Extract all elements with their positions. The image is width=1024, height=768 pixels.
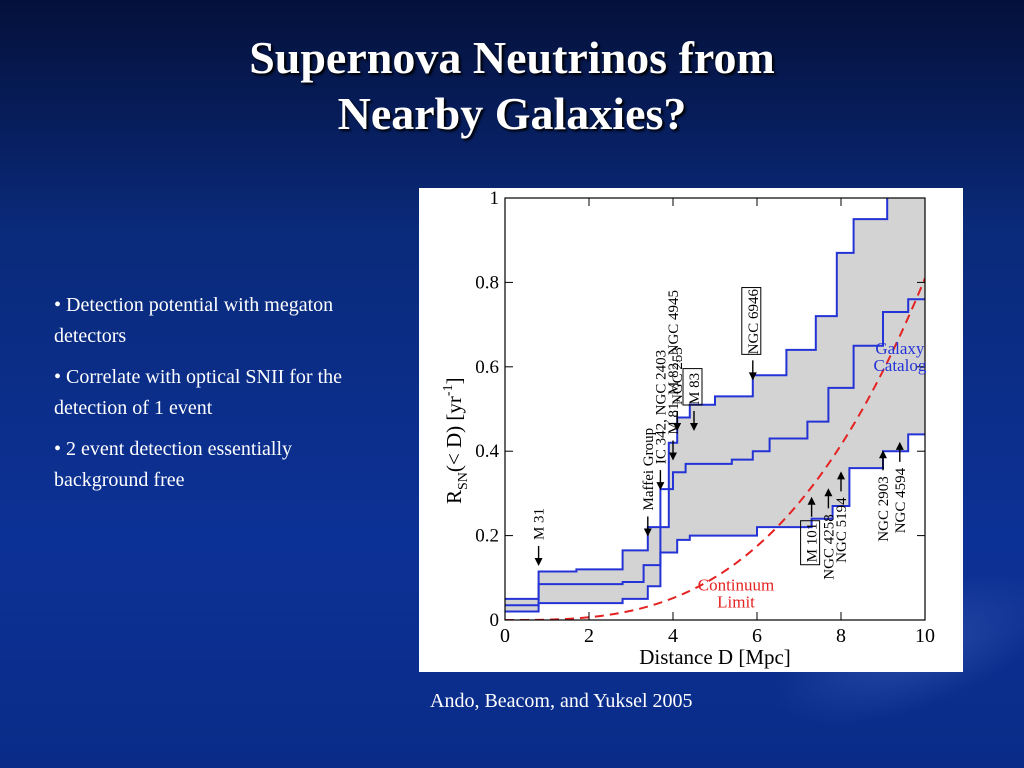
galaxy-label-box [682,368,703,406]
galaxy-annotation: M 83 [682,368,703,431]
galaxy-arrowhead [669,452,677,461]
galaxy-annotation: NGC 253 [670,347,686,431]
galaxy-annotation: IC 342, NGC 2403 [653,350,669,491]
continuum-limit-label: Limit [717,592,755,611]
galaxy-annotation: NGC 6946 [741,287,762,381]
series-line-middle [505,298,925,607]
galaxy-label: IC 342, NGC 2403 [653,350,669,464]
title-line-1: Supernova Neutrinos from [249,32,775,83]
plot-frame [504,197,926,621]
galaxy-annotation: M 101 [800,496,821,566]
y-axis-label-part: (< D) [yr [442,396,466,472]
x-axis-label: Distance D [Mpc] [639,645,791,669]
galaxy-annotation: NGC 4258 [821,488,837,580]
galaxy-annotation: Maffei Group [641,428,657,537]
galaxy-label: NGC 4594 [893,467,909,533]
bullet-list: • Detection potential with megaton detec… [54,290,374,506]
galaxy-label: NGC 2903 [876,476,892,541]
galaxy-label: NGC 253 [670,347,686,405]
title-line-2: Nearby Galaxies? [337,88,687,139]
galaxy-annotation: NGC 4594 [893,441,909,533]
x-tick-label: 8 [836,625,846,647]
chart-svg: 0 2 4 6 8 10 0 0.2 0.4 0.6 0.8 1 Distance D [Mpc] RSN… [441,188,935,669]
y-tick-label: 0.6 [475,357,499,378]
chart-figure: 0 2 4 6 8 10 0 0.2 0.4 0.6 0.8 1 Distance D [Mpc] RSN… [419,188,963,672]
galaxy-catalog-label: Catalog [873,356,926,375]
bullet-item: • 2 event detection essentially backgrou… [54,438,293,491]
series-line-lower [505,433,925,613]
bullet-item: • Detection potential with megaton detec… [54,294,334,347]
galaxy-label: M 31 [532,508,548,540]
galaxy-label-box [741,287,762,355]
galaxy-label: NGC 4258 [821,514,837,579]
galaxy-arrowhead [748,372,757,381]
galaxy-arrowhead [690,423,698,431]
galaxy-annotation: M 31 [532,508,548,567]
x-tick-label: 2 [584,625,594,647]
galaxy-arrowhead [534,558,543,567]
galaxy-arrowhead [656,482,665,491]
galaxy-catalog-label: Galaxy [875,339,925,358]
y-axis-label-part: R [442,490,466,504]
y-axis-label-part: SN [456,472,471,490]
galaxy-arrowhead [895,441,904,450]
x-tick-label: 10 [915,625,935,647]
y-axis-label: RSN(< D) [yr-1] [441,377,471,504]
y-tick-label: 0.2 [475,526,499,547]
galaxy-label-box [800,520,821,566]
galaxy-arrowhead [879,450,887,459]
x-tick-label: 6 [752,625,762,647]
bullet-item: • Correlate with optical SNII for the de… [54,366,343,419]
x-tick-label: 0 [500,625,510,647]
galaxy-arrowhead [837,471,845,480]
galaxy-label: M 83 [687,373,703,405]
y-tick-label: 0.8 [475,272,499,293]
y-tick-label: 0.4 [475,441,499,462]
galaxy-label: M 81, M 82, NGC 4945 [666,290,682,435]
x-tick-label: 4 [668,625,678,647]
galaxy-annotation: NGC 2903 [876,450,892,542]
y-tick-label: 0 [490,610,500,631]
galaxy-label: NGC 6946 [746,288,762,354]
galaxy-label: Maffei Group [641,428,657,511]
continuum-limit-label: Continuum [698,575,775,594]
y-axis-label-part: -1 [441,384,456,396]
y-axis-label-part: ] [442,377,466,384]
galaxy-arrowhead [824,488,833,497]
galaxy-arrowhead [807,496,816,505]
galaxy-annotation: NGC 5194 [834,471,850,563]
galaxy-annotation: M 81, M 82, NGC 4945 [666,290,682,461]
continuum-limit-line [505,277,925,620]
galaxy-label: M 101 [805,523,821,563]
galaxy-arrowhead [673,423,682,431]
galaxy-label: NGC 5194 [834,497,850,563]
figure-caption: Ando, Beacom, and Yuksel 2005 [430,690,693,712]
galaxy-arrowhead [643,528,652,537]
slide-title: Supernova Neutrinos from Nearby Galaxies… [0,30,1024,142]
y-tick-label: 1 [490,188,500,209]
